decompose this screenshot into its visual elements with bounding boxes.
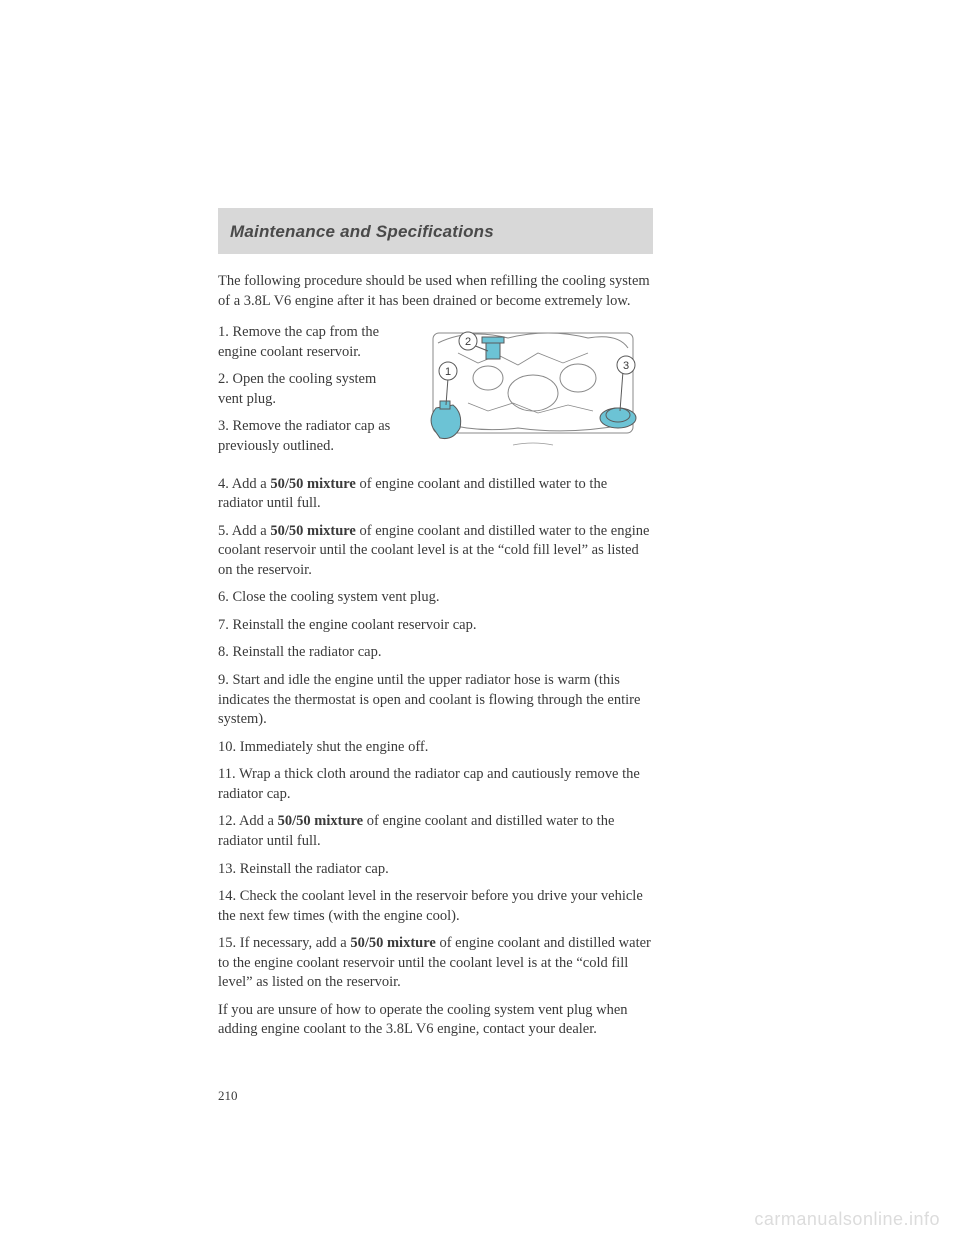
intro-paragraph: The following procedure should be used w… [218,272,653,311]
step-15: 15. If necessary, add a 50/50 mixture of… [218,934,653,993]
callout-2: 2 [465,336,471,348]
step-11: 11. Wrap a thick cloth around the radiat… [218,765,653,804]
step-14: 14. Check the coolant level in the reser… [218,887,653,926]
step-5: 5. Add a 50/50 mixture of engine coolant… [218,522,653,581]
engine-diagram-icon: 1 2 3 [418,323,648,458]
callout-1: 1 [445,366,451,378]
step-6: 6. Close the cooling system vent plug. [218,588,653,608]
page-number: 210 [218,1088,238,1104]
page-content: Maintenance and Specifications The follo… [218,208,653,1048]
step-2: 2. Open the cooling system vent plug. [218,370,398,409]
callout-3: 3 [623,360,629,372]
step-7: 7. Reinstall the engine coolant reservoi… [218,616,653,636]
step-13: 13. Reinstall the radiator cap. [218,860,653,880]
step-4: 4. Add a 50/50 mixture of engine coolant… [218,475,653,514]
step-12: 12. Add a 50/50 mixture of engine coolan… [218,812,653,851]
step-3: 3. Remove the radiator cap as previously… [218,417,398,456]
engine-figure: 1 2 3 [398,323,653,463]
section-header: Maintenance and Specifications [218,208,653,254]
steps-with-figure-row: 1. Remove the cap from the engine coolan… [218,323,653,464]
section-title: Maintenance and Specifications [230,222,641,242]
step-10: 10. Immediately shut the engine off. [218,738,653,758]
watermark: carmanualsonline.info [754,1209,940,1230]
steps-left-column: 1. Remove the cap from the engine coolan… [218,323,398,464]
step-8: 8. Reinstall the radiator cap. [218,643,653,663]
closing-paragraph: If you are unsure of how to operate the … [218,1001,653,1040]
step-9: 9. Start and idle the engine until the u… [218,671,653,730]
step-1: 1. Remove the cap from the engine coolan… [218,323,398,362]
